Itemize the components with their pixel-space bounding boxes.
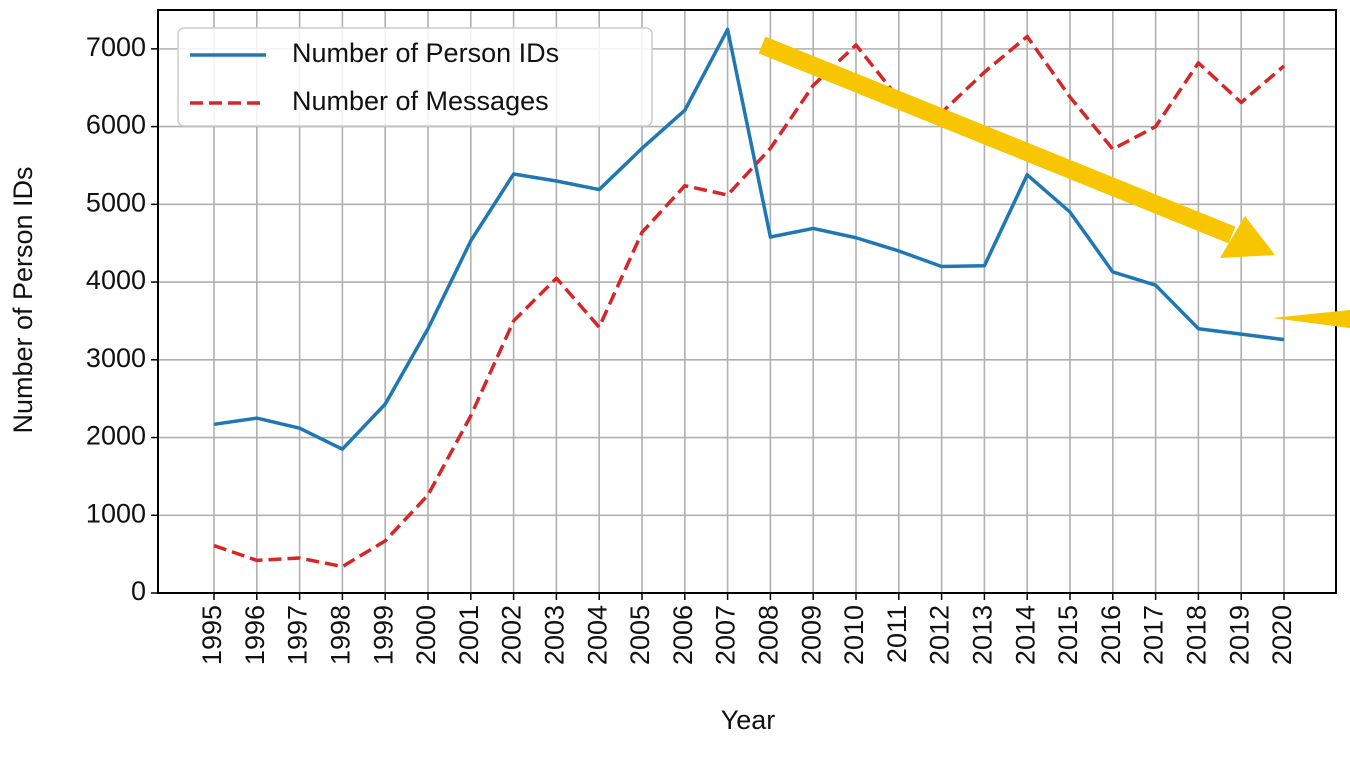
x-tick-label: 2008	[754, 605, 784, 665]
legend-label: Number of Person IDs	[292, 38, 559, 68]
x-tick-label: 2004	[582, 605, 612, 665]
x-tick-label: 2001	[454, 605, 484, 665]
legend-box	[177, 27, 653, 127]
x-tick-label: 2013	[968, 605, 998, 665]
annotation-arrowhead	[1272, 310, 1350, 328]
y-tick-label: 4000	[86, 265, 146, 295]
x-tick-label: 2007	[711, 605, 741, 665]
y-tick-label: 3000	[86, 343, 146, 373]
x-tick-label: 2015	[1053, 605, 1083, 665]
x-tick-label: 1996	[240, 605, 270, 665]
series-line	[213, 27, 1285, 451]
y-tick-label: 7000	[86, 32, 146, 62]
x-tick-label: 2017	[1139, 605, 1169, 665]
x-tick-label: 2019	[1224, 605, 1254, 665]
series-line	[213, 34, 1286, 569]
x-axis-label: Year	[721, 705, 776, 735]
y-tick-label: 0	[131, 576, 146, 606]
x-tick-label: 2010	[839, 605, 869, 665]
plot-frame	[157, 9, 1337, 594]
x-tick-label: 2014	[1010, 605, 1040, 665]
x-tick-label: 2005	[625, 605, 655, 665]
x-tick-label: 2020	[1267, 605, 1297, 665]
annotation-arrow	[758, 36, 1236, 244]
x-tick-label: 2016	[1096, 605, 1126, 665]
annotation-arrowhead	[1220, 216, 1275, 258]
x-tick-label: 2011	[882, 605, 912, 663]
legend-label: Number of Messages	[292, 86, 549, 116]
x-tick-label: 2009	[796, 605, 826, 665]
y-tick-label: 5000	[86, 187, 146, 217]
x-tick-label: 2002	[497, 605, 527, 665]
x-tick-label: 2006	[668, 605, 698, 665]
x-tick-label: 1995	[197, 605, 227, 665]
legend: Number of Person IDs Number of Messages	[177, 27, 653, 127]
x-tick-label: 2003	[540, 605, 570, 665]
y-tick-label: 1000	[86, 498, 146, 528]
y-tick-label: 2000	[86, 421, 146, 451]
y-tick-label: 6000	[86, 110, 146, 140]
x-tick-label: 1998	[326, 605, 356, 665]
x-tick-label: 2018	[1182, 605, 1212, 665]
x-tick-label: 2000	[411, 605, 441, 665]
x-tick-label: 1999	[368, 605, 398, 665]
x-tick-label: 2012	[925, 605, 955, 665]
x-tick-label: 1997	[283, 605, 313, 665]
y-axis-label: Number of Person IDs	[8, 166, 38, 433]
